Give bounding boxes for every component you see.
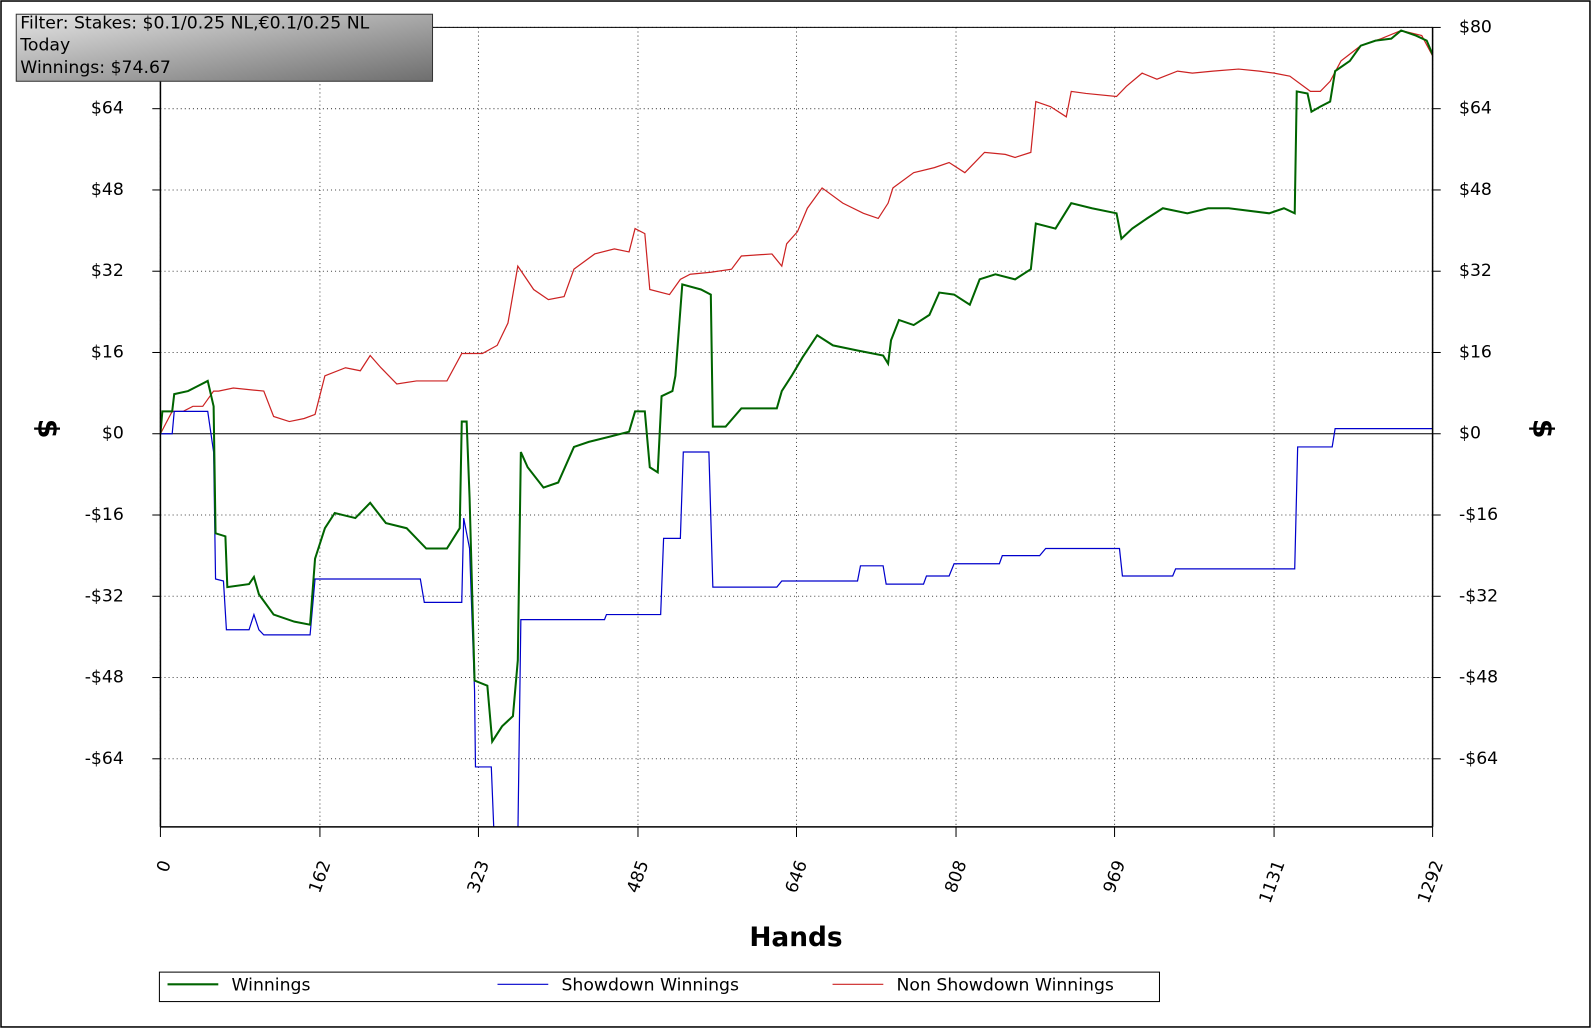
y-tick-label: $32 <box>91 261 124 281</box>
y2-tick-label: $0 <box>1459 424 1481 444</box>
y-tick-label: -$32 <box>85 586 124 606</box>
series-layer <box>160 29 1433 827</box>
y2-tick-label: -$32 <box>1459 586 1498 606</box>
y-tick-label: -$48 <box>85 668 124 688</box>
legend-label: Showdown Winnings <box>561 975 739 995</box>
y-tick-label: $48 <box>91 180 124 200</box>
y2-tick-label: $48 <box>1459 180 1492 200</box>
info-line: Winnings: $74.67 <box>20 58 171 78</box>
legend-label: Non Showdown Winnings <box>897 975 1114 995</box>
legend: Winnings Showdown Winnings Non Showdown Wi… <box>167 975 1114 995</box>
y2-axis-label: $ <box>1526 419 1559 439</box>
y-tick-label: $16 <box>91 342 124 362</box>
y-tick-label: -$64 <box>85 749 124 769</box>
y2-tick-label: $80 <box>1459 17 1492 37</box>
info-line: Today <box>19 36 70 56</box>
y-tick-label: $0 <box>102 424 124 444</box>
series-line <box>160 29 1433 435</box>
legend-box <box>158 971 1160 1003</box>
y2-tick-label: $16 <box>1459 342 1492 362</box>
y2-tick-label: $32 <box>1459 261 1492 281</box>
info-line: Filter: Stakes: $0.1/0.25 NL,€0.1/0.25 N… <box>20 13 369 33</box>
y2-tick-label: -$64 <box>1459 749 1498 769</box>
series-line <box>160 410 1433 827</box>
y2-tick-label: -$16 <box>1459 505 1498 525</box>
y-tick-label: $64 <box>91 99 124 119</box>
y-axis-label: $ <box>32 419 65 439</box>
y2-tick-label: -$48 <box>1459 668 1498 688</box>
x-axis-label: Hands <box>749 922 842 953</box>
y-tick-label: -$16 <box>85 505 124 525</box>
y2-tick-label: $64 <box>1459 99 1492 119</box>
series-line <box>160 29 1433 745</box>
legend-label: Winnings <box>231 975 310 995</box>
info-box <box>15 13 434 82</box>
